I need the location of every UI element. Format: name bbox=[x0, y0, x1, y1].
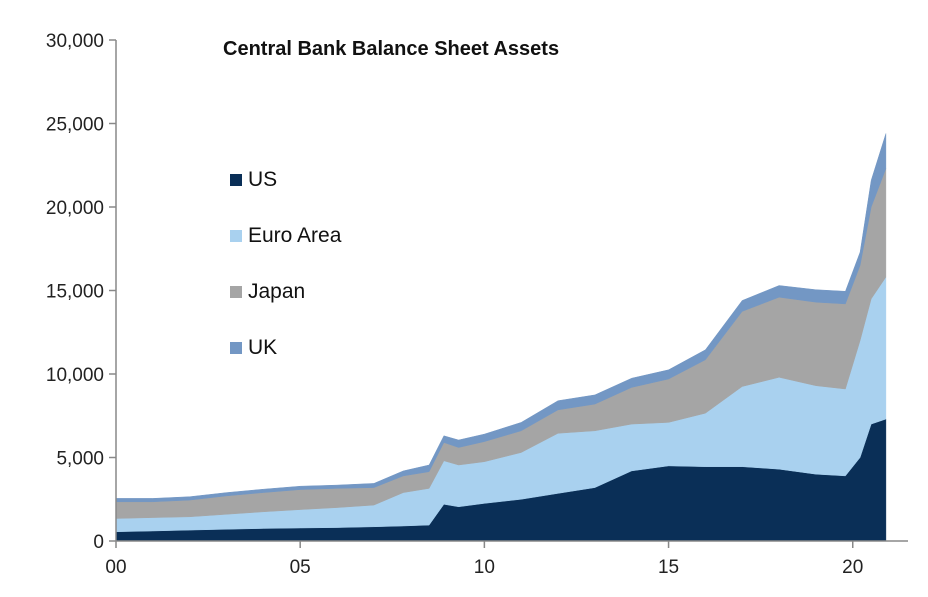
y-tick-label: 15,000 bbox=[46, 282, 104, 303]
x-tick-label: 20 bbox=[842, 557, 863, 578]
legend-label-japan: Japan bbox=[248, 280, 305, 303]
y-tick-label: 30,000 bbox=[46, 31, 104, 52]
y-axis-ticks: 0 5,000 10,000 15,000 20,000 25,000 30,000 bbox=[46, 31, 116, 553]
legend-swatch-japan bbox=[230, 286, 242, 298]
chart-title: Central Bank Balance Sheet Assets bbox=[223, 38, 559, 60]
y-tick-label: 20,000 bbox=[46, 198, 104, 219]
area-layer bbox=[115, 133, 887, 542]
x-tick-label: 15 bbox=[658, 557, 679, 578]
x-tick-label: 00 bbox=[105, 557, 126, 578]
y-tick-label: 5,000 bbox=[56, 449, 104, 470]
x-tick-label: 05 bbox=[290, 557, 311, 578]
legend-swatch-us bbox=[230, 174, 242, 186]
legend-label-uk: UK bbox=[248, 336, 277, 359]
legend: US Euro Area Japan UK bbox=[230, 168, 342, 359]
legend-swatch-euro-area bbox=[230, 230, 242, 242]
x-tick-label: 10 bbox=[474, 557, 495, 578]
legend-label-euro-area: Euro Area bbox=[248, 224, 342, 247]
y-tick-label: 25,000 bbox=[46, 115, 104, 136]
x-axis-ticks: 00 05 10 15 20 bbox=[105, 541, 863, 578]
legend-swatch-uk bbox=[230, 342, 242, 354]
legend-label-us: US bbox=[248, 168, 277, 191]
y-tick-label: 0 bbox=[93, 532, 104, 553]
y-tick-label: 10,000 bbox=[46, 365, 104, 386]
area-series-uk bbox=[115, 133, 887, 503]
